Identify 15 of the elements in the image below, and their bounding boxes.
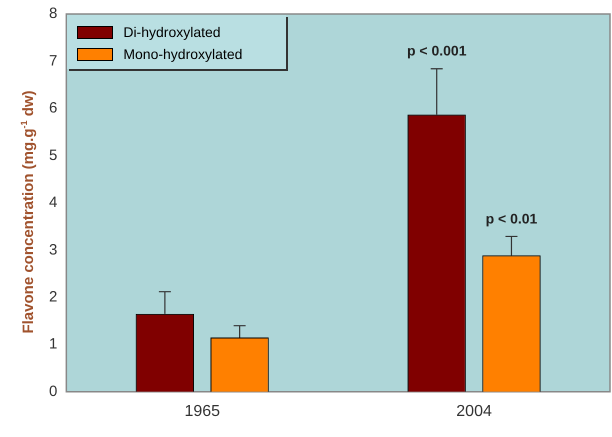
y-tick-label: 4 (49, 194, 58, 212)
x-tick-label: 1965 (184, 402, 220, 420)
y-tick-label: 3 (49, 241, 58, 258)
y-tick-label: 0 (49, 382, 58, 400)
y-tick-label: 8 (49, 5, 58, 22)
y-tick-label: 2 (49, 288, 58, 306)
y-tick-label: 7 (49, 52, 58, 70)
x-tick-label: 2004 (456, 402, 492, 420)
y-tick-label: 1 (49, 336, 58, 353)
legend-label: Di-hydroxylated (123, 24, 221, 40)
annotation: p < 0.01 (486, 210, 538, 226)
legend-label: Mono-hydroxylated (123, 46, 242, 62)
annotation: p < 0.001 (406, 42, 467, 59)
y-tick-label: 6 (49, 100, 58, 117)
y-tick-label: 5 (49, 146, 58, 164)
